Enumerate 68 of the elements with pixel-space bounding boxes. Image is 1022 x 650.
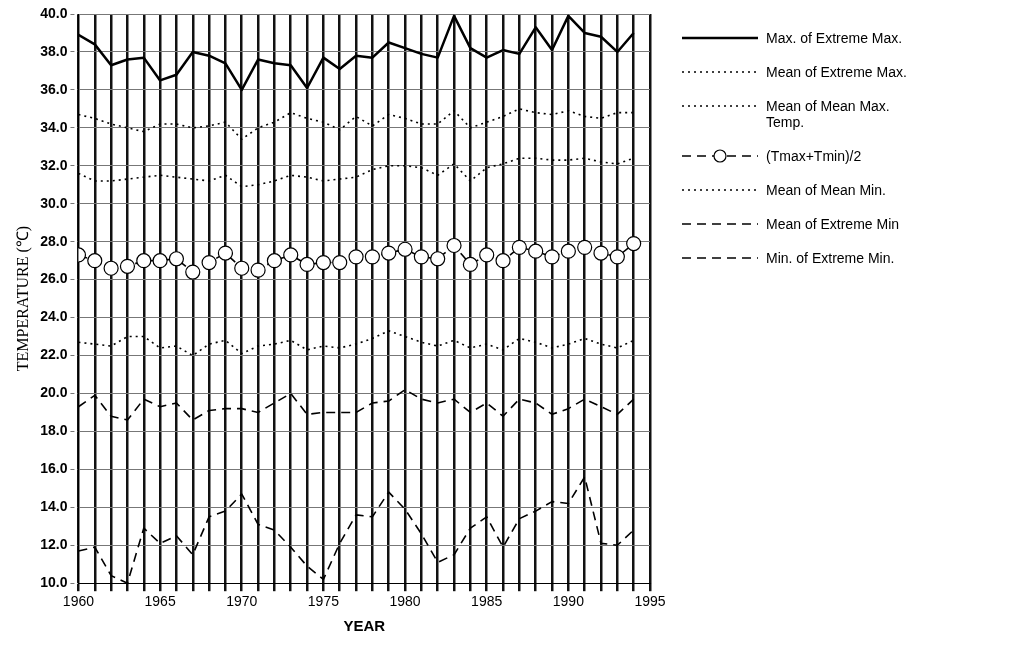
point: [299, 256, 315, 273]
text: Mean of Extreme Min: [766, 216, 900, 232]
y-tick-label: 40.0: [40, 4, 68, 21]
x-tick-label: 1975: [307, 593, 340, 610]
point: [577, 239, 593, 255]
point: [201, 254, 217, 271]
x-tick-label: 1970: [226, 593, 258, 610]
y-axis-title: TEMPERATURE (℃): [13, 225, 32, 372]
point: [381, 245, 397, 261]
point: [185, 264, 201, 280]
point: [397, 241, 413, 257]
text: Mean of Extreme Max.: [766, 64, 907, 80]
point: [103, 260, 119, 276]
point: [430, 251, 446, 267]
point: [364, 249, 380, 265]
x-tick-label: 1965: [144, 593, 176, 610]
point: [544, 249, 560, 265]
y-tick-label: 26.0: [40, 270, 68, 287]
line-series: [78, 330, 635, 357]
y-tick-label: 10.0: [40, 574, 68, 591]
y-tick-label: 32.0: [40, 156, 68, 173]
point: [136, 253, 152, 269]
text: Max. of Extreme Max.: [766, 30, 903, 46]
point: [332, 254, 348, 271]
y-tick-label: 12.0: [40, 536, 68, 553]
point: [626, 235, 642, 252]
point: [609, 249, 625, 265]
x-tick-label: 1960: [62, 593, 95, 610]
y-tick-label: 38.0: [40, 42, 68, 59]
text: Mean of Mean Max. Temp.: [766, 98, 891, 130]
point: [560, 243, 576, 259]
point: [479, 247, 495, 263]
point: [495, 253, 511, 269]
point: [462, 256, 478, 273]
y-tick-label: 20.0: [40, 384, 68, 401]
point: [217, 245, 234, 261]
text: Mean of Mean Min.: [766, 182, 886, 198]
y-tick-label: 34.0: [40, 118, 68, 135]
point: [413, 249, 429, 265]
y-tick-label: 16.0: [40, 460, 68, 477]
y-tick-label: 14.0: [40, 498, 68, 515]
y-tick-label: 24.0: [40, 308, 68, 325]
point: [315, 254, 331, 271]
point: [528, 243, 544, 259]
x-tick-label: 1985: [471, 593, 503, 610]
point: [348, 249, 364, 265]
point: [152, 253, 168, 269]
y-tick-label: 22.0: [40, 346, 68, 363]
point: [266, 253, 283, 269]
y-tick-label: 18.0: [40, 422, 68, 439]
point: [593, 245, 609, 261]
point: [446, 237, 462, 254]
x-tick-label: 1995: [634, 593, 666, 610]
x-tick-label: 1980: [389, 593, 421, 610]
y-tick-label: 28.0: [40, 232, 68, 249]
point: [234, 260, 250, 276]
point: [168, 251, 185, 267]
point: [87, 253, 103, 269]
x-axis-title: YEAR: [343, 617, 386, 635]
text: (Tmax+Tmin)/2: [766, 148, 862, 164]
point: [250, 262, 266, 278]
point: [119, 258, 136, 274]
y-tick-label: 30.0: [40, 194, 68, 211]
y-tick-label: 36.0: [40, 80, 68, 97]
x-tick-label: 1990: [552, 593, 585, 610]
point: [283, 247, 299, 263]
point: [511, 239, 527, 255]
text: Min. of Extreme Min.: [766, 250, 895, 266]
